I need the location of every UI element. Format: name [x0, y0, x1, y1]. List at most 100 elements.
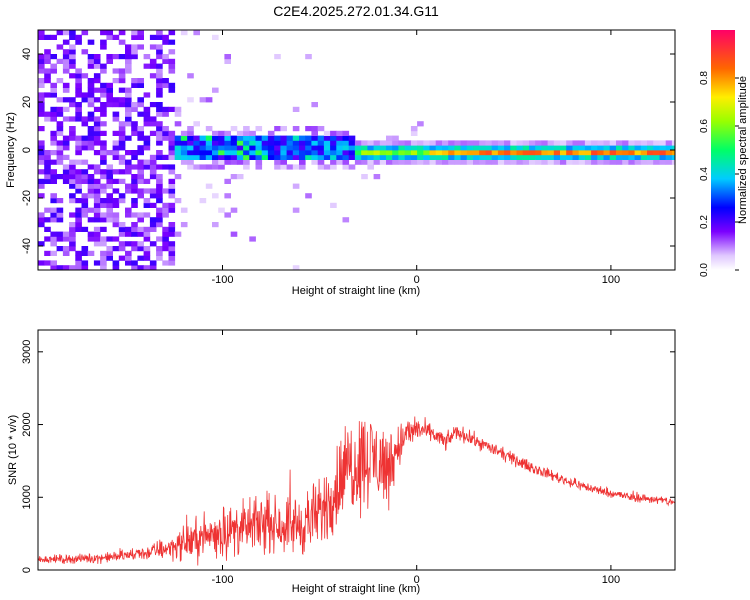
- heatmap-cell: [249, 236, 256, 242]
- heatmap-cell: [75, 169, 82, 175]
- heatmap-cell: [342, 164, 350, 170]
- heatmap-cell: [553, 145, 561, 151]
- heatmap-cell: [224, 178, 231, 184]
- heatmap-cell: [566, 150, 573, 156]
- heatmap-cell: [87, 39, 95, 45]
- heatmap-cell: [665, 154, 673, 160]
- heatmap-cell: [392, 154, 399, 160]
- heatmap-cell: [299, 154, 306, 160]
- heatmap-cell: [143, 198, 151, 204]
- heatmap-cell: [659, 154, 667, 160]
- heatmap-cell: [168, 241, 176, 247]
- heatmap-cell: [336, 150, 343, 156]
- heatmap-cell: [224, 135, 231, 141]
- heatmap-cell: [87, 135, 95, 141]
- spectrogram-y-axis-label: Frequency (Hz): [5, 112, 17, 188]
- heatmap-cell: [429, 154, 437, 160]
- heatmap-cell: [591, 150, 598, 156]
- heatmap-cell: [50, 68, 57, 74]
- heatmap-cell: [448, 150, 455, 156]
- heatmap-cell: [665, 150, 673, 156]
- heatmap-cell: [249, 135, 256, 141]
- heatmap-cell: [653, 159, 660, 165]
- heatmap-cell: [69, 49, 76, 55]
- heatmap-cell: [131, 106, 138, 112]
- heatmap-cell: [106, 198, 113, 204]
- heatmap-cell: [118, 222, 126, 228]
- heatmap-cell: [69, 198, 76, 204]
- heatmap-cell: [628, 150, 635, 156]
- heatmap-cell: [218, 145, 225, 151]
- heatmap-cell: [342, 150, 350, 156]
- heatmap-cell: [50, 198, 57, 204]
- heatmap-cell: [560, 145, 567, 151]
- heatmap-cell: [137, 178, 144, 184]
- heatmap-cell: [50, 174, 57, 180]
- heatmap-cell: [224, 130, 231, 136]
- heatmap-cell: [193, 135, 200, 141]
- heatmap-cell: [131, 130, 138, 136]
- heatmap-cell: [497, 140, 505, 146]
- heatmap-cell: [156, 87, 163, 93]
- heatmap-cell: [162, 135, 169, 141]
- heatmap-cell: [230, 150, 238, 156]
- heatmap-cell: [460, 159, 468, 165]
- heatmap-cell: [106, 246, 113, 252]
- heatmap-cell: [137, 241, 144, 247]
- heatmap-cell: [336, 135, 343, 141]
- heatmap-cell: [131, 241, 138, 247]
- heatmap-cell: [118, 255, 126, 261]
- heatmap-cell: [280, 140, 287, 146]
- heatmap-cell: [93, 150, 101, 156]
- heatmap-cell: [56, 159, 64, 165]
- heatmap-cell: [81, 207, 89, 213]
- heatmap-cell: [367, 145, 374, 151]
- heatmap-cell: [423, 150, 430, 156]
- heatmap-cell: [125, 102, 132, 108]
- heatmap-cell: [541, 154, 548, 160]
- colorbar-label: Normalized spectral amplitude: [737, 76, 749, 224]
- heatmap-cell: [131, 222, 138, 228]
- heatmap-cell: [305, 54, 312, 60]
- heatmap-cell: [75, 116, 82, 122]
- heatmap-cell: [647, 154, 654, 160]
- heatmap-cell: [224, 145, 231, 151]
- heatmap-cell: [75, 73, 82, 79]
- heatmap-cell: [218, 140, 225, 146]
- heatmap-cell: [410, 150, 418, 156]
- heatmap-cell: [106, 183, 113, 189]
- heatmap-cell: [640, 145, 648, 151]
- heatmap-cell: [100, 198, 107, 204]
- heatmap-cell: [454, 159, 461, 165]
- heatmap-cell: [93, 97, 101, 103]
- heatmap-cell: [100, 30, 107, 36]
- heatmap-cell: [100, 92, 107, 98]
- heatmap-cell: [317, 154, 325, 160]
- heatmap-cell: [112, 68, 120, 74]
- heatmap-cell: [597, 150, 604, 156]
- heatmap-cell: [81, 121, 89, 127]
- heatmap-cell: [212, 87, 219, 93]
- heatmap-cell: [69, 212, 76, 218]
- heatmap-cell: [69, 63, 76, 69]
- heatmap-cell: [50, 140, 57, 146]
- heatmap-cell: [398, 145, 405, 151]
- heatmap-cell: [156, 164, 163, 170]
- heatmap-cell: [125, 111, 132, 117]
- heatmap-cell: [659, 159, 667, 165]
- heatmap-cell: [386, 150, 393, 156]
- heatmap-cell: [93, 54, 101, 60]
- spectrogram-x-axis-label: Height of straight line (km): [292, 285, 420, 297]
- spectrogram-y-tick-label: 40: [21, 48, 33, 60]
- heatmap-cell: [205, 135, 213, 141]
- heatmap-cell: [87, 140, 95, 146]
- heatmap-cell: [553, 140, 561, 146]
- heatmap-cell: [162, 130, 169, 136]
- heatmap-cell: [485, 154, 493, 160]
- heatmap-cell: [106, 150, 113, 156]
- heatmap-cell: [547, 145, 555, 151]
- heatmap-cell: [112, 217, 120, 223]
- heatmap-cell: [125, 159, 132, 165]
- heatmap-cell: [156, 126, 163, 132]
- heatmap-cell: [193, 150, 200, 156]
